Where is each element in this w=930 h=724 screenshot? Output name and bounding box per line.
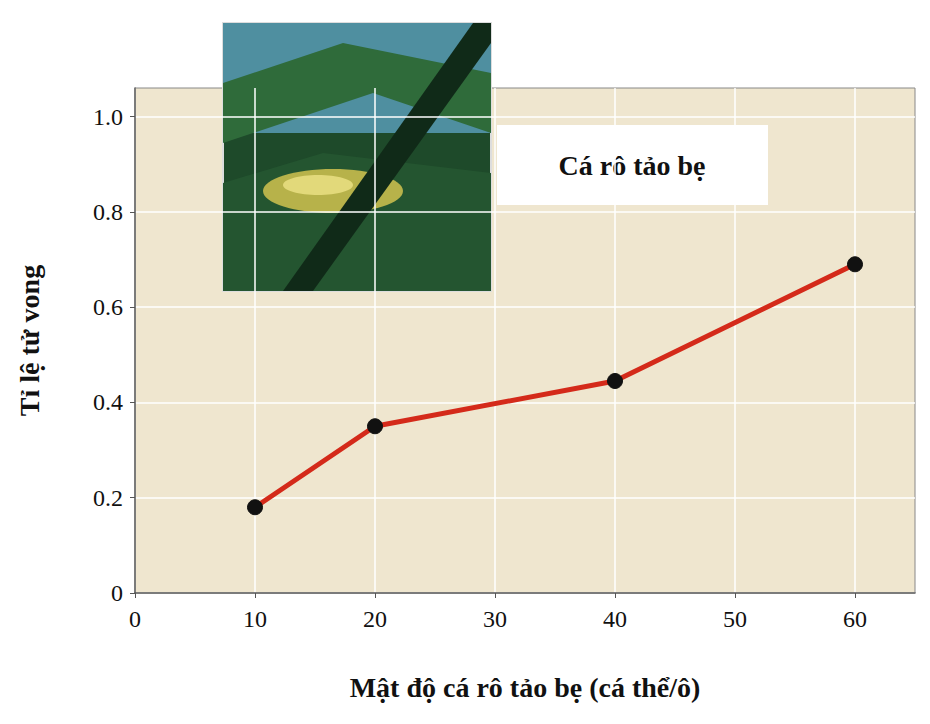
svg-text:40: 40	[603, 606, 627, 632]
svg-text:Tỉ lệ tử vong: Tỉ lệ tử vong	[14, 265, 45, 416]
svg-text:0.6: 0.6	[93, 294, 123, 320]
svg-text:0: 0	[129, 606, 141, 632]
svg-text:20: 20	[363, 606, 387, 632]
svg-text:60: 60	[843, 606, 867, 632]
svg-text:0.2: 0.2	[93, 485, 123, 511]
svg-text:Cá rô tảo bẹ: Cá rô tảo bẹ	[559, 150, 706, 181]
svg-text:30: 30	[483, 606, 507, 632]
svg-text:0.4: 0.4	[93, 389, 123, 415]
svg-text:10: 10	[243, 606, 267, 632]
svg-text:0: 0	[111, 580, 123, 606]
svg-text:1.0: 1.0	[93, 104, 123, 130]
svg-text:Mật độ cá rô tảo bẹ (cá thể/ô): Mật độ cá rô tảo bẹ (cá thể/ô)	[350, 672, 701, 703]
svg-text:50: 50	[723, 606, 747, 632]
svg-text:0.8: 0.8	[93, 199, 123, 225]
